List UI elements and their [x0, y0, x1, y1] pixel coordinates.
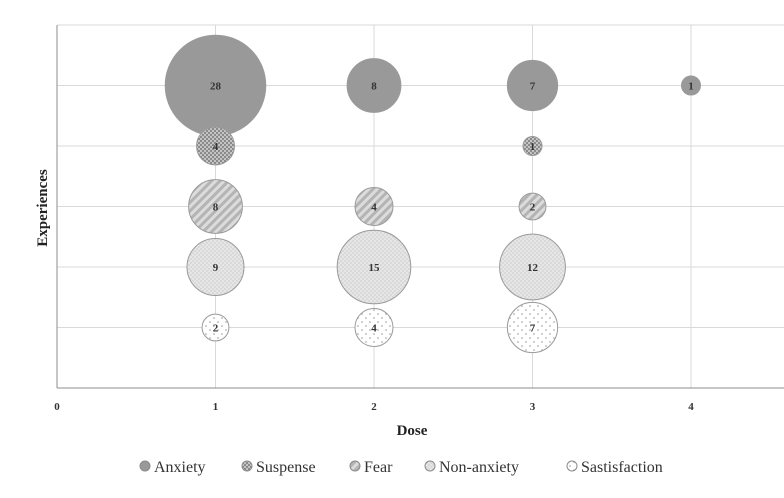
- bubble-value-label: 9: [213, 262, 219, 274]
- bubble-value-label: 4: [213, 141, 219, 153]
- bubble-value-label: 1: [530, 141, 536, 153]
- bubble-value-label: 8: [371, 81, 377, 93]
- bubble-value-label: 12: [527, 262, 539, 274]
- x-tick-label: 1: [213, 401, 219, 413]
- bubble-sastisfaction: [201, 313, 230, 342]
- bubble-sastisfaction: [506, 301, 559, 354]
- legend: Anxiety Suspense Fear Non-anxiety Sastisfact…: [139, 459, 663, 476]
- bubble-anxiety: [681, 75, 701, 96]
- x-tick-label: 0: [54, 401, 60, 413]
- bubble-fear: [518, 192, 547, 221]
- y-axis-title: Experiences: [35, 169, 51, 247]
- bubble-value-label: 7: [530, 323, 536, 335]
- legend-label: Suspense: [256, 459, 316, 476]
- bubble-value-label: 4: [371, 202, 377, 214]
- x-tick-label: 4: [688, 401, 694, 413]
- bubble-anxiety: [506, 59, 559, 112]
- bubble-value-label: 2: [530, 202, 536, 214]
- legend-item-sastisfaction: Sastisfaction: [566, 459, 663, 476]
- bubble-non-anxiety: [336, 229, 412, 305]
- legend-marker: [424, 460, 436, 472]
- x-tick-labels: 0 1 2 3 4: [54, 401, 694, 413]
- bubble-suspense: [522, 136, 543, 156]
- bubble-value-label: 8: [213, 202, 219, 214]
- legend-marker: [241, 460, 253, 472]
- bubble-fear: [188, 179, 243, 234]
- bubble-value-label: 28: [210, 81, 222, 93]
- legend-item-suspense: Suspense: [241, 459, 316, 476]
- legend-item-anxiety: Anxiety: [139, 459, 206, 476]
- axes: [56, 25, 784, 389]
- bubble-value-label: 7: [530, 81, 536, 93]
- bubble-value-label: 15: [369, 262, 381, 274]
- bubble-anxiety: [346, 58, 402, 113]
- bubble-non-anxiety: [499, 233, 566, 301]
- x-tick-label: 3: [530, 401, 536, 413]
- bubble-value-label: 2: [213, 323, 219, 335]
- legend-item-non-anxiety: Non-anxiety: [424, 459, 519, 476]
- legend-marker: [139, 460, 151, 472]
- bubble-fear: [354, 187, 394, 226]
- legend-marker: [349, 460, 361, 472]
- bubble-suspense: [196, 126, 235, 166]
- bubble-non-anxiety: [186, 238, 245, 296]
- legend-label: Sastisfaction: [581, 459, 663, 476]
- x-tick-label: 2: [371, 401, 377, 413]
- bubble-value-label: 4: [371, 323, 377, 335]
- bubble-sastisfaction: [354, 308, 394, 347]
- bubble-value-label: 1: [688, 81, 694, 93]
- x-axis-title: Dose: [397, 423, 428, 439]
- legend-label: Anxiety: [154, 459, 206, 476]
- legend-label: Fear: [364, 459, 393, 476]
- bubbles: 28 8 7 1 4 1 8 4 2 9 15 12 2 4 7: [164, 34, 701, 354]
- legend-marker: [566, 460, 578, 472]
- legend-label: Non-anxiety: [439, 459, 519, 476]
- legend-item-fear: Fear: [349, 459, 393, 476]
